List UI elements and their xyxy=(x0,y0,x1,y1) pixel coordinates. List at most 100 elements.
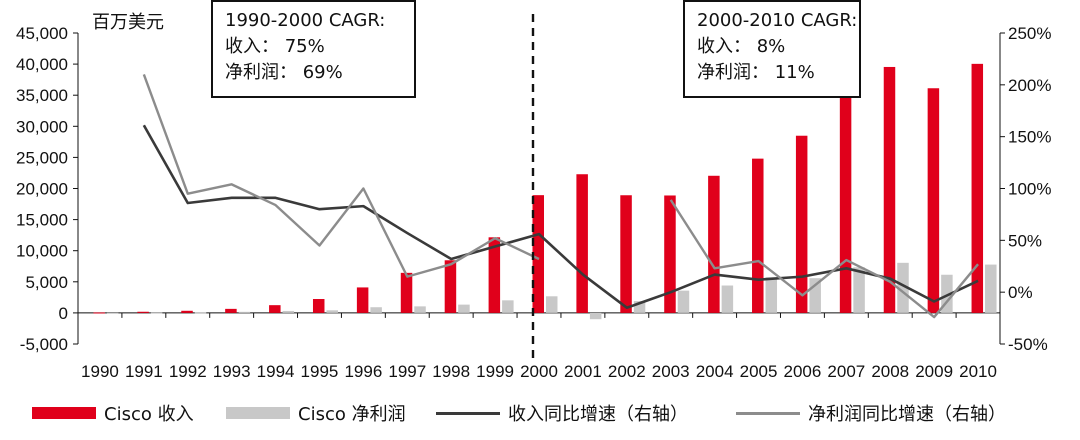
cagr-note-title: 1990-2000 CAGR: xyxy=(225,10,386,31)
cagr-note-profit: 净利润： 69% xyxy=(225,62,343,83)
profit-bar xyxy=(150,312,163,314)
x-tick-label: 1993 xyxy=(213,362,251,381)
y-left-tick-label: 0 xyxy=(59,304,68,323)
x-tick-label: 1999 xyxy=(476,362,514,381)
revenue-bar xyxy=(971,63,984,313)
revenue-bar xyxy=(312,299,325,313)
x-tick-label: 1994 xyxy=(257,362,295,381)
profit-growth-line xyxy=(142,74,540,278)
y-right-tick-label: 100% xyxy=(1008,180,1051,199)
x-tick-label: 2006 xyxy=(784,362,822,381)
revenue-bar xyxy=(269,305,281,313)
revenue-bar xyxy=(883,66,896,313)
profit-bar xyxy=(897,262,909,313)
cagr-note-revenue: 收入： 75% xyxy=(225,36,325,57)
legend-item-revenue: Cisco 收入 xyxy=(32,398,194,428)
revenue-bar xyxy=(93,312,105,314)
profit-bar xyxy=(677,290,690,313)
revenue-bar xyxy=(795,135,808,313)
x-tick-label: 1995 xyxy=(301,362,339,381)
y-right-tick-label: 0% xyxy=(1008,283,1033,302)
y-left-tick-label: 45,000 xyxy=(16,24,68,43)
profit-bar xyxy=(282,310,295,313)
revenue-growth-line xyxy=(142,124,979,310)
profit-bar xyxy=(414,306,426,313)
profit-bar xyxy=(502,300,514,313)
x-tick-label: 2009 xyxy=(915,362,953,381)
x-tick-label: 1996 xyxy=(344,362,382,381)
legend-swatch-revenue-growth xyxy=(436,411,500,415)
x-tick-label: 1998 xyxy=(432,362,470,381)
y-left-tick-label: 25,000 xyxy=(16,148,68,167)
x-tick-label: 1990 xyxy=(81,362,119,381)
profit-bar xyxy=(985,264,997,313)
revenue-bar xyxy=(532,195,544,313)
revenue-bar xyxy=(225,308,237,313)
revenue-bar xyxy=(839,95,852,313)
cagr-note-profit: 净利润： 11% xyxy=(697,62,815,83)
y-left-tick-label: 30,000 xyxy=(16,117,68,136)
revenue-bar xyxy=(181,310,193,313)
y-left-tick-label: 40,000 xyxy=(16,55,68,74)
profit-bar xyxy=(633,301,646,313)
x-tick-label: 2002 xyxy=(608,362,646,381)
y-right-tick-label: 50% xyxy=(1008,231,1042,250)
legend-label: 收入同比增速（右轴） xyxy=(508,404,688,425)
x-tick-label: 1992 xyxy=(169,362,207,381)
revenue-bar xyxy=(620,195,632,313)
profit-bar xyxy=(370,307,382,313)
revenue-bar xyxy=(752,158,764,313)
legend-label: Cisco 净利润 xyxy=(298,404,406,425)
y-left-tick-label: -5,000 xyxy=(20,335,68,354)
legend-swatch-revenue xyxy=(32,407,96,419)
legend-swatch-profit xyxy=(226,407,290,419)
x-tick-label: 2000 xyxy=(520,362,558,381)
y-right-tick-label: -50% xyxy=(1008,335,1048,354)
legend-item-profit-growth: 净利润同比增速（右轴） xyxy=(736,398,1006,428)
cagr-note-2000-2010: 2000-2010 CAGR: 收入： 8% 净利润： 11% xyxy=(683,0,861,98)
profit-bar xyxy=(721,285,734,313)
cagr-note-revenue: 收入： 8% xyxy=(697,36,786,57)
revenue-bar xyxy=(488,237,501,313)
revenue-bar xyxy=(400,272,413,313)
profit-bar xyxy=(238,311,251,313)
revenue-bar xyxy=(137,311,149,313)
revenue-bar xyxy=(356,287,369,313)
revenue-bar xyxy=(927,88,940,313)
x-tick-label: 2008 xyxy=(871,362,909,381)
profit-bar xyxy=(941,274,953,313)
profit-growth-line xyxy=(669,199,979,319)
revenue-bar xyxy=(576,174,588,313)
profit-bar xyxy=(589,312,602,320)
profit-bar xyxy=(194,312,207,314)
legend-label: 净利润同比增速（右轴） xyxy=(808,404,1006,425)
profit-bar xyxy=(546,296,558,313)
revenue-bar xyxy=(444,260,457,313)
x-tick-label: 2007 xyxy=(827,362,865,381)
y-right-tick-label: 250% xyxy=(1008,24,1051,43)
profit-bar xyxy=(326,310,338,313)
x-tick-label: 2005 xyxy=(740,362,778,381)
profit-bar xyxy=(853,267,865,313)
legend-label: Cisco 收入 xyxy=(104,404,194,425)
y-right-tick-label: 200% xyxy=(1008,76,1051,95)
x-tick-label: 1991 xyxy=(125,362,163,381)
profit-bar xyxy=(458,304,470,313)
profit-bar xyxy=(765,277,778,313)
y-left-tick-label: 10,000 xyxy=(16,242,68,261)
legend-swatch-profit-growth xyxy=(736,411,800,415)
x-tick-label: 2003 xyxy=(652,362,690,381)
y-left-tick-label: 35,000 xyxy=(16,86,68,105)
revenue-bar xyxy=(664,195,676,313)
cagr-note-title: 2000-2010 CAGR: xyxy=(697,10,858,31)
profit-bar xyxy=(106,312,119,314)
revenue-bar xyxy=(708,175,720,313)
legend-item-profit: Cisco 净利润 xyxy=(226,398,406,428)
cagr-note-1990-2000: 1990-2000 CAGR: 收入： 75% 净利润： 69% xyxy=(211,0,416,98)
x-tick-label: 2001 xyxy=(564,362,602,381)
y-left-tick-label: 15,000 xyxy=(16,211,68,230)
profit-bar xyxy=(809,278,821,313)
y-left-tick-label: 20,000 xyxy=(16,180,68,199)
x-tick-label: 2010 xyxy=(959,362,997,381)
